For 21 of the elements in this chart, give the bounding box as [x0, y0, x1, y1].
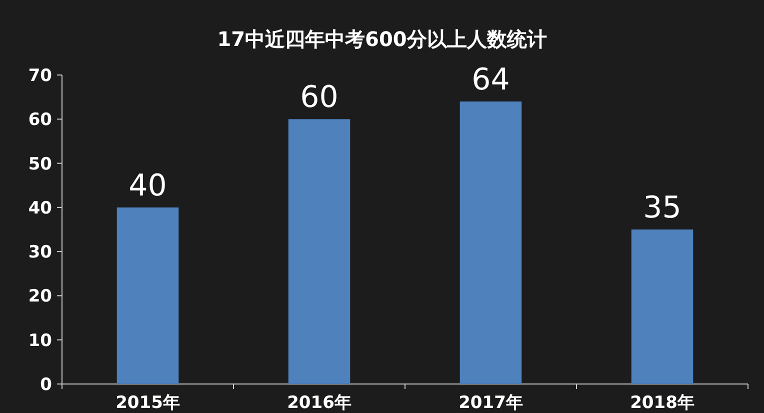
- bar: [288, 119, 350, 384]
- bar: [460, 101, 522, 384]
- x-tick-label: 2015年: [116, 393, 180, 413]
- y-tick-label: 50: [28, 154, 52, 174]
- x-tick-label: 2017年: [458, 393, 523, 413]
- y-tick-label: 70: [28, 66, 52, 86]
- x-tick-label: 2018年: [630, 393, 694, 413]
- y-tick-label: 40: [28, 198, 52, 218]
- bar: [116, 207, 179, 384]
- y-tick-label: 20: [28, 286, 52, 307]
- chart-title: 17中近四年中考600分以上人数统计: [217, 27, 547, 51]
- y-tick-label: 0: [40, 375, 52, 395]
- data-label: 64: [472, 62, 510, 98]
- bar: [631, 230, 694, 384]
- y-tick-label: 10: [28, 330, 52, 351]
- x-tick-label: 2016年: [287, 393, 352, 413]
- data-label: 35: [643, 190, 682, 226]
- data-label: 40: [128, 168, 167, 204]
- y-tick-label: 60: [28, 110, 52, 130]
- data-label: 60: [300, 80, 338, 116]
- y-tick-label: 30: [28, 242, 52, 263]
